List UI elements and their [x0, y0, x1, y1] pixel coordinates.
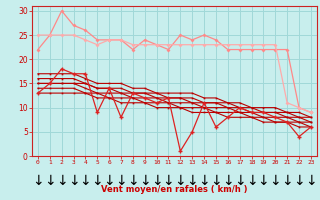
X-axis label: Vent moyen/en rafales ( km/h ): Vent moyen/en rafales ( km/h )	[101, 185, 248, 194]
